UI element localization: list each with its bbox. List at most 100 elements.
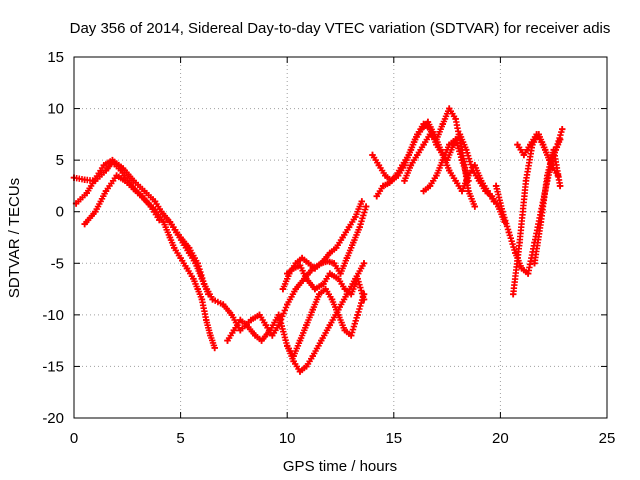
- data-point: [531, 260, 538, 267]
- series-track-12: [420, 136, 472, 195]
- data-point: [177, 234, 184, 241]
- data-point: [121, 177, 129, 184]
- data-point: [509, 291, 517, 298]
- data-point: [341, 285, 348, 293]
- data-point: [358, 198, 366, 205]
- data-point: [339, 234, 346, 241]
- data-point: [420, 120, 427, 128]
- data-point: [394, 172, 402, 179]
- x-tick-label: 10: [279, 430, 296, 447]
- data-point: [356, 223, 363, 231]
- data-point: [433, 172, 440, 179]
- data-point: [279, 285, 287, 293]
- data-point: [311, 265, 319, 272]
- data-point: [237, 316, 244, 324]
- data-point: [452, 177, 459, 184]
- data-point: [92, 208, 99, 215]
- data-point: [544, 172, 551, 179]
- data-point: [83, 189, 90, 197]
- data-point: [119, 165, 127, 172]
- data-point: [320, 280, 327, 288]
- data-point: [156, 216, 163, 224]
- data-point: [266, 327, 274, 334]
- data-point: [369, 151, 376, 159]
- data-point: [211, 344, 218, 352]
- data-point: [326, 270, 334, 277]
- data-point: [198, 296, 206, 303]
- data-point: [109, 156, 116, 164]
- data-point: [516, 239, 523, 246]
- data-point: [151, 198, 159, 205]
- data-point: [414, 151, 421, 159]
- data-point: [350, 239, 357, 246]
- series-track-15: [514, 126, 566, 164]
- data-point: [330, 260, 338, 267]
- data-point: [309, 352, 316, 360]
- data-point: [527, 141, 534, 148]
- series-track-3: [81, 172, 163, 228]
- data-point: [220, 301, 227, 308]
- data-point: [190, 275, 197, 282]
- data-point: [484, 187, 491, 195]
- data-point: [296, 337, 304, 344]
- data-point: [382, 172, 389, 179]
- data-point: [414, 131, 421, 138]
- data-point: [185, 244, 193, 252]
- y-tick-label: -10: [42, 307, 64, 324]
- data-point: [284, 342, 291, 349]
- data-point: [471, 203, 479, 210]
- data-point: [362, 203, 370, 210]
- data-point: [92, 175, 99, 182]
- data-point: [426, 131, 434, 138]
- data-point: [166, 234, 174, 241]
- x-axis-title: GPS time / hours: [283, 458, 397, 475]
- data-point: [311, 285, 319, 293]
- data-point: [252, 332, 259, 339]
- data-point: [141, 187, 148, 195]
- data-point: [379, 182, 387, 190]
- data-point: [539, 141, 547, 148]
- data-point: [343, 254, 351, 262]
- data-point: [177, 254, 184, 262]
- data-point: [284, 301, 291, 308]
- series-track-8: [279, 203, 370, 293]
- data-point: [335, 311, 342, 319]
- data-point: [171, 244, 178, 252]
- data-point: [446, 105, 453, 112]
- y-tick-label: 10: [47, 101, 64, 118]
- data-point: [424, 118, 432, 126]
- data-point: [426, 182, 434, 190]
- series-track-16: [531, 146, 564, 267]
- data-point: [328, 296, 336, 303]
- data-point: [407, 162, 415, 169]
- data-point: [292, 285, 299, 293]
- data-point: [102, 187, 110, 195]
- data-point: [243, 321, 250, 329]
- data-point: [514, 141, 521, 148]
- data-point: [275, 311, 282, 319]
- chart-title: Day 356 of 2014, Sidereal Day-to-day VTE…: [70, 20, 611, 37]
- y-tick-label: -15: [42, 358, 64, 375]
- data-point: [401, 162, 408, 169]
- data-point: [318, 337, 325, 344]
- data-point: [269, 332, 276, 339]
- data-point: [439, 120, 447, 128]
- data-point: [324, 258, 331, 265]
- data-point: [194, 285, 201, 293]
- data-point: [433, 136, 440, 143]
- data-point: [518, 265, 525, 272]
- data-point: [520, 151, 528, 159]
- data-point: [318, 260, 325, 267]
- data-point: [200, 280, 208, 288]
- data-point: [522, 177, 530, 184]
- data-point: [458, 187, 466, 195]
- data-point: [258, 337, 265, 344]
- data-point: [352, 213, 359, 221]
- data-point: [388, 177, 395, 184]
- data-point: [81, 220, 88, 228]
- data-point: [337, 270, 344, 277]
- data-point: [524, 270, 532, 277]
- data-point: [237, 327, 244, 334]
- data-point: [333, 244, 340, 252]
